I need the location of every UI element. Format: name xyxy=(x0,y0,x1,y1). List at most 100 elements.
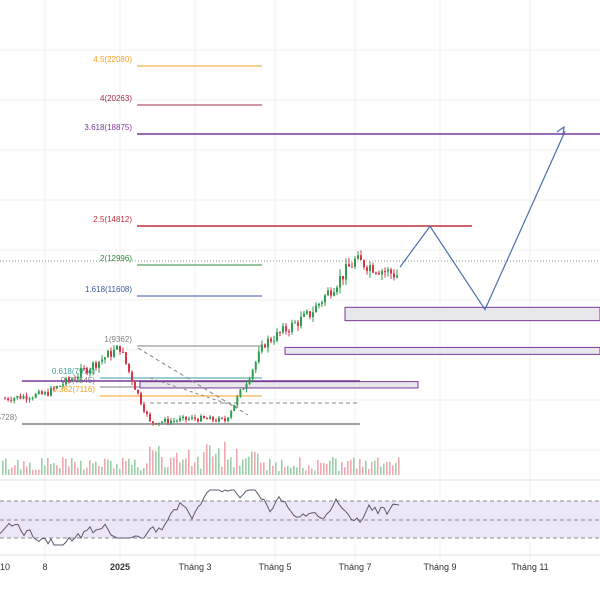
candle[interactable] xyxy=(128,363,130,372)
candle[interactable] xyxy=(77,376,79,379)
candle[interactable] xyxy=(119,345,121,352)
candle[interactable] xyxy=(179,418,181,421)
candle[interactable] xyxy=(56,385,58,389)
candle[interactable] xyxy=(194,417,196,419)
candle[interactable] xyxy=(4,398,6,400)
candle[interactable] xyxy=(40,391,43,395)
candle[interactable] xyxy=(315,305,317,313)
candle[interactable] xyxy=(294,322,296,324)
candle[interactable] xyxy=(74,378,76,380)
candle[interactable] xyxy=(239,389,242,397)
candle[interactable] xyxy=(339,275,341,288)
candle[interactable] xyxy=(13,398,16,401)
candle[interactable] xyxy=(324,295,326,303)
candle[interactable] xyxy=(92,362,94,370)
candle[interactable] xyxy=(71,378,73,381)
candle[interactable] xyxy=(149,414,151,422)
candle[interactable] xyxy=(140,393,142,405)
candle[interactable] xyxy=(209,416,211,420)
candle[interactable] xyxy=(221,417,223,419)
candle[interactable] xyxy=(297,322,299,326)
candle[interactable] xyxy=(185,416,187,420)
candle[interactable] xyxy=(116,345,118,350)
candle[interactable] xyxy=(19,395,22,399)
candle[interactable] xyxy=(200,415,202,422)
candle[interactable] xyxy=(68,378,70,381)
candle[interactable] xyxy=(188,418,190,420)
demand-zone-2[interactable] xyxy=(284,346,600,355)
candle[interactable] xyxy=(264,344,266,348)
candle[interactable] xyxy=(218,417,220,422)
candle[interactable] xyxy=(107,351,109,358)
candle[interactable] xyxy=(176,420,178,422)
candle[interactable] xyxy=(254,362,257,370)
candle[interactable] xyxy=(396,275,398,278)
candle[interactable] xyxy=(291,322,293,332)
candle[interactable] xyxy=(300,316,302,326)
candle[interactable] xyxy=(393,273,395,278)
candle[interactable] xyxy=(366,267,368,272)
candle[interactable] xyxy=(336,287,338,293)
candle[interactable] xyxy=(333,292,335,296)
candle[interactable] xyxy=(245,383,248,389)
candle[interactable] xyxy=(260,344,263,352)
candle[interactable] xyxy=(267,338,269,348)
candle[interactable] xyxy=(131,371,133,382)
demand-zones[interactable] xyxy=(139,306,600,389)
candle[interactable] xyxy=(161,421,163,423)
candle[interactable] xyxy=(321,302,323,304)
candle[interactable] xyxy=(381,271,383,275)
candle[interactable] xyxy=(273,340,275,342)
candle[interactable] xyxy=(378,272,380,275)
candle[interactable] xyxy=(10,399,13,401)
candle[interactable] xyxy=(276,332,278,341)
candle[interactable] xyxy=(309,311,311,318)
candle[interactable] xyxy=(354,258,356,267)
candle[interactable] xyxy=(224,418,226,422)
candle[interactable] xyxy=(31,397,34,399)
candle[interactable] xyxy=(110,351,112,357)
demand-zone-1[interactable] xyxy=(344,306,600,322)
candle[interactable] xyxy=(47,392,49,396)
candle[interactable] xyxy=(242,388,245,390)
candle[interactable] xyxy=(182,416,184,419)
projection-path[interactable] xyxy=(399,131,566,311)
candle[interactable] xyxy=(372,265,374,273)
candle[interactable] xyxy=(257,351,260,363)
candle[interactable] xyxy=(62,384,64,386)
candle[interactable] xyxy=(113,349,115,357)
candle[interactable] xyxy=(318,303,320,306)
price-candles[interactable] xyxy=(4,250,398,427)
candle[interactable] xyxy=(16,395,19,399)
candle[interactable] xyxy=(279,332,281,334)
candle[interactable] xyxy=(348,264,350,267)
candle[interactable] xyxy=(215,420,217,422)
candle[interactable] xyxy=(83,368,85,370)
candle[interactable] xyxy=(155,423,157,425)
candle[interactable] xyxy=(197,418,199,422)
candle[interactable] xyxy=(167,418,169,424)
candle[interactable] xyxy=(22,396,25,399)
candle[interactable] xyxy=(44,392,46,395)
candle[interactable] xyxy=(390,269,392,274)
candle[interactable] xyxy=(173,420,175,422)
candle[interactable] xyxy=(170,420,172,424)
candle[interactable] xyxy=(363,260,365,268)
candle[interactable] xyxy=(89,369,91,374)
candle[interactable] xyxy=(137,389,139,394)
candle[interactable] xyxy=(50,387,52,396)
candle[interactable] xyxy=(122,351,124,353)
candle[interactable] xyxy=(236,396,239,405)
candle[interactable] xyxy=(53,387,55,389)
candle[interactable] xyxy=(212,416,214,421)
candle[interactable] xyxy=(342,275,344,280)
candle[interactable] xyxy=(25,396,28,400)
candle[interactable] xyxy=(152,421,154,424)
candle[interactable] xyxy=(143,404,145,412)
candle[interactable] xyxy=(330,290,332,296)
candle[interactable] xyxy=(98,361,100,368)
candle[interactable] xyxy=(345,264,347,280)
candle[interactable] xyxy=(369,265,371,272)
candle[interactable] xyxy=(375,272,377,274)
candle[interactable] xyxy=(351,266,353,268)
